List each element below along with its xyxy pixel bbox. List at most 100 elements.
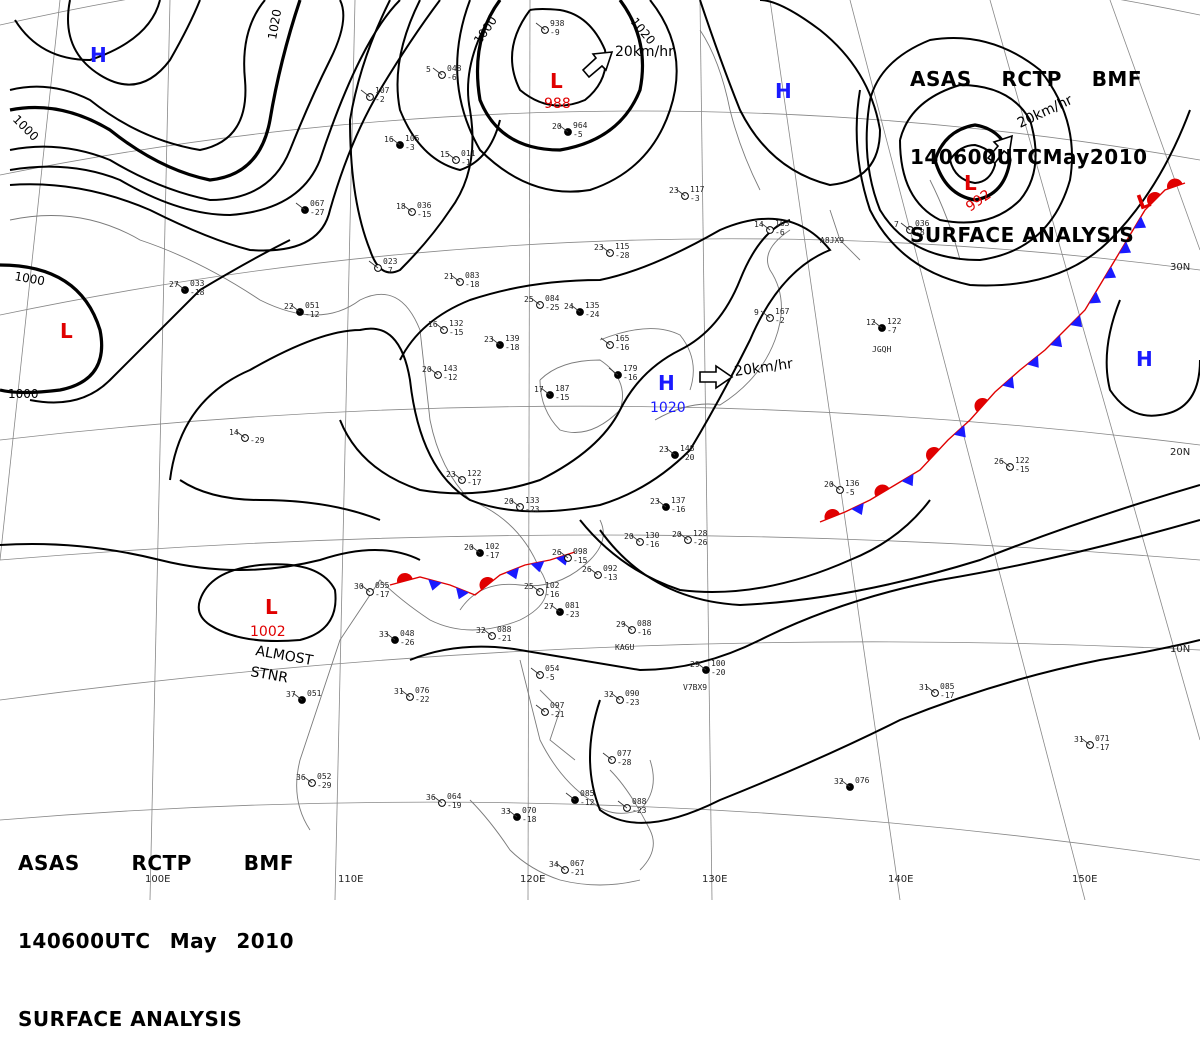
station-temp: 18	[396, 202, 406, 211]
station-temp: 24	[564, 302, 574, 311]
station-tendency: -18	[465, 280, 480, 289]
station-tendency: -5	[845, 488, 855, 497]
station-temp: 14	[229, 428, 239, 437]
station-temp: 32	[476, 626, 486, 635]
station-pressure: 122	[1015, 456, 1030, 465]
wind-barb-icon	[558, 550, 569, 559]
ship-id-label: KAGU	[615, 643, 634, 652]
station-model: 067-27	[295, 199, 325, 217]
wind-barb-icon	[530, 297, 541, 306]
station-model: 29 100-20	[690, 659, 726, 677]
cold-front-symbol	[530, 561, 545, 573]
station-pressure: 088	[497, 625, 512, 634]
wind-barb-icon	[175, 282, 186, 291]
wind-barb-icon	[617, 800, 628, 809]
station-tendency: -15	[1015, 465, 1030, 474]
station-temp: 36	[426, 793, 436, 802]
station-model: 21 083-18	[444, 271, 480, 289]
wind-barb-icon	[235, 430, 246, 439]
station-temp: 26	[552, 548, 562, 557]
station-pressure: 085	[580, 789, 595, 798]
title-product: SURFACE ANALYSIS	[910, 223, 1135, 247]
station-model: 14 -29	[229, 428, 265, 445]
station-model: 33 048-26	[379, 629, 415, 647]
station-pressure: 105	[405, 134, 420, 143]
station-pressure: 067	[310, 199, 325, 208]
station-tendency: -18	[522, 815, 537, 824]
wind-barb-icon	[400, 689, 411, 698]
station-pressure: 051	[307, 689, 322, 698]
station-tendency: -25	[545, 303, 560, 312]
wind-barb-icon	[600, 337, 611, 346]
motion-arrow-icon	[699, 364, 734, 390]
station-tendency: -18	[505, 343, 520, 352]
station-tendency: -3	[690, 194, 700, 203]
wind-barb-icon	[530, 584, 541, 593]
wind-barb-icon	[360, 584, 371, 593]
station-pressure: 130	[645, 531, 660, 540]
motion-arrow-icon	[986, 134, 1013, 165]
lon-label-120e: 120E	[520, 874, 545, 885]
isobars	[0, 0, 1200, 824]
station-tendency: -3	[405, 143, 415, 152]
wind-barb-icon	[550, 604, 561, 613]
station-temp: 25	[524, 295, 534, 304]
station-pressure: 083	[465, 271, 480, 280]
station-model: 34 067-21	[549, 859, 585, 877]
cold-front-symbol	[1118, 241, 1132, 254]
title-agency: BMF	[1091, 67, 1142, 91]
station-tendency: -16	[645, 540, 660, 549]
station-tendency: -15	[555, 393, 570, 402]
station-pressure: 081	[565, 601, 580, 610]
station-model: 107-2	[360, 86, 390, 104]
station-tendency: -13	[603, 573, 618, 582]
station-pressure: 163	[775, 219, 790, 228]
station-pressure: 076	[415, 686, 430, 695]
station-model: 165-16	[600, 334, 630, 352]
station-pressure: 070	[522, 806, 537, 815]
station-tendency: -17	[485, 551, 500, 560]
station-pressure: 052	[317, 772, 332, 781]
station-pressure: 048	[400, 629, 415, 638]
station-model: 23 139-18	[484, 334, 520, 352]
wind-barb-icon	[565, 792, 576, 801]
station-model: 16 105-3	[384, 134, 420, 152]
graticule-labels: 100E 110E 120E 130E 140E 150E 30N 20N 10…	[145, 262, 1190, 885]
station-model: 20 133-23	[504, 496, 540, 514]
wind-barb-icon	[385, 632, 396, 641]
wind-barb-icon	[610, 692, 621, 701]
station-model: 15 011-1	[440, 149, 476, 167]
cold-front-symbol	[1133, 216, 1147, 229]
station-pressure: 085	[940, 682, 955, 691]
station-model: 27 081-23	[544, 601, 580, 619]
station-model: 30 055-17	[354, 581, 390, 599]
station-tendency: -6	[447, 73, 457, 82]
station-model: 20 128-26	[672, 529, 708, 547]
station-model: 14 163-6	[754, 219, 790, 237]
wind-barb-icon	[535, 22, 546, 31]
station-model: 179-16	[608, 364, 638, 382]
station-tendency: -16	[671, 505, 686, 514]
lon-label-130e: 130E	[702, 874, 727, 885]
station-pressure: 139	[505, 334, 520, 343]
lat-label-10n: 10N	[1170, 644, 1190, 655]
station-tendency: -7	[887, 326, 897, 335]
station-tendency: -5	[545, 673, 555, 682]
ship-ids: A8JX9 JGQH KAGU V7BX9	[615, 236, 891, 692]
station-pressure: 077	[617, 749, 632, 758]
station-tendency: -5	[573, 130, 583, 139]
station-temp: 32	[604, 690, 614, 699]
station-pressure: 051	[305, 301, 320, 310]
station-pressure: 132	[449, 319, 464, 328]
wind-barb-icon	[482, 628, 493, 637]
wind-barb-icon	[295, 202, 306, 211]
station-tendency: -24	[585, 310, 600, 319]
graticule-meridians	[0, 0, 1200, 900]
station-tendency: -22	[415, 695, 430, 704]
warm-front-symbol	[824, 509, 840, 520]
title-month: May	[169, 929, 218, 953]
station-model: 36 052-29	[296, 772, 332, 790]
wind-barb-icon	[600, 245, 611, 254]
warm-front-symbol	[974, 398, 988, 412]
